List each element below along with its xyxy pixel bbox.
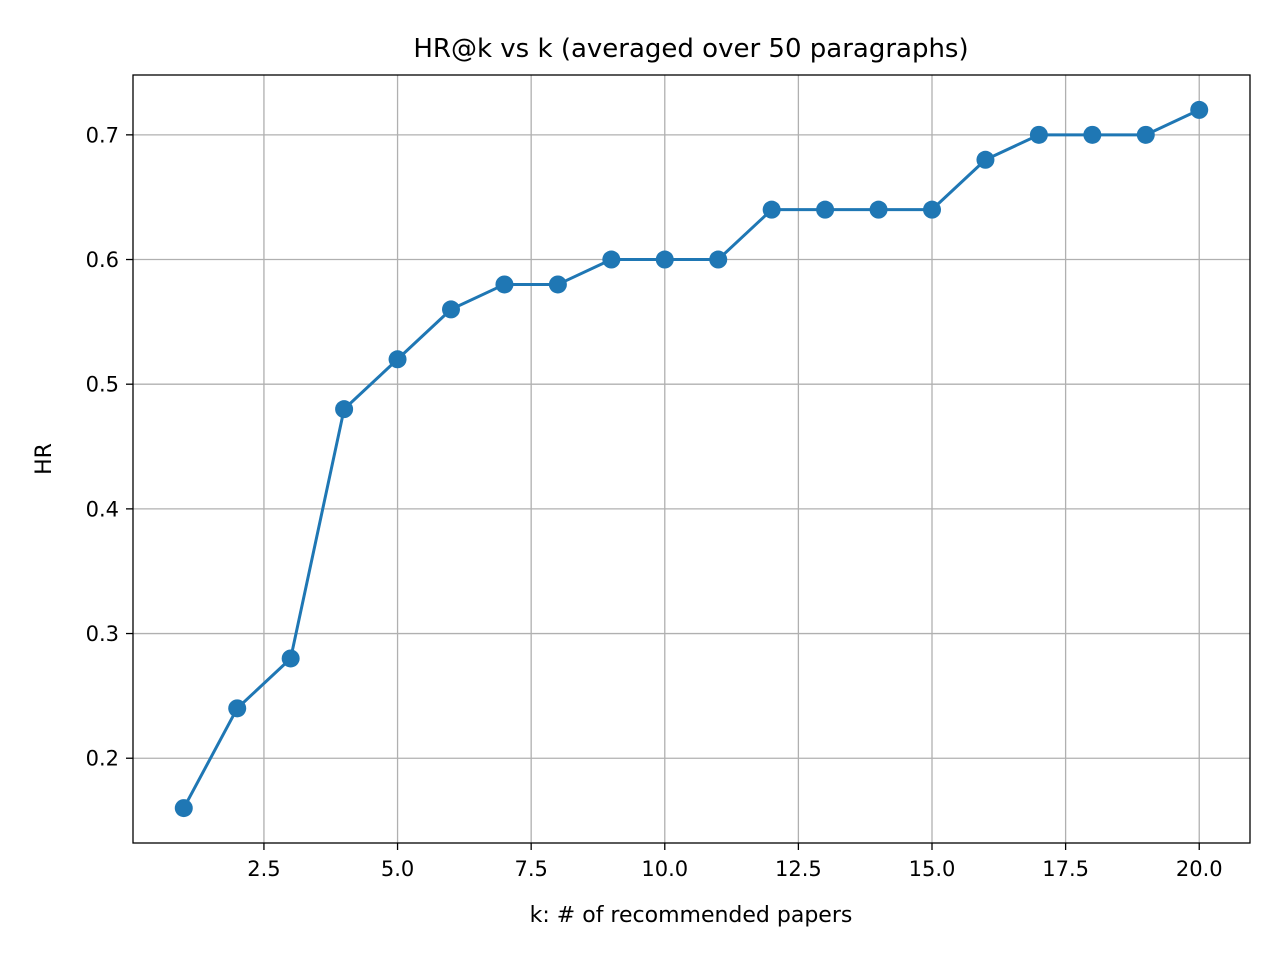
data-point: [602, 250, 621, 269]
y-tick-label: 0.3: [86, 622, 119, 646]
axis-ticks: 2.5 5.0 7.5 10.0 12.5 15.0 17.5 20.0 0.2 0.3 0.4 0.…: [86, 123, 1223, 881]
data-point: [174, 799, 193, 818]
x-tick-label: 17.5: [1042, 857, 1089, 881]
data-point: [869, 200, 888, 219]
y-tick-label: 0.4: [86, 497, 119, 521]
series-line: [181, 107, 1202, 811]
y-tick-label: 0.7: [86, 123, 119, 147]
x-tick-label: 15.0: [909, 857, 956, 881]
data-point: [923, 200, 942, 219]
data-point: [228, 699, 247, 718]
series-hr: [174, 100, 1209, 818]
data-point: [816, 200, 835, 219]
data-point: [655, 250, 674, 269]
y-tick-label: 0.5: [86, 373, 119, 397]
data-point: [441, 300, 460, 319]
data-point: [1136, 125, 1155, 144]
data-point: [976, 150, 995, 169]
x-tick-label: 7.5: [514, 857, 547, 881]
y-tick-label: 0.6: [86, 248, 119, 272]
x-tick-label: 20.0: [1176, 857, 1223, 881]
plot-area-frame: [132, 74, 1251, 844]
data-point: [1190, 100, 1209, 119]
data-point: [709, 250, 728, 269]
x-tick-label: 10.0: [641, 857, 688, 881]
data-point: [762, 200, 781, 219]
y-tick-label: 0.2: [86, 747, 119, 771]
y-axis-label: HR: [32, 443, 57, 475]
data-point: [388, 350, 407, 369]
data-point: [1029, 125, 1048, 144]
x-tick-label: 2.5: [247, 857, 280, 881]
data-point: [548, 275, 567, 294]
data-point: [335, 400, 354, 419]
x-axis-label: k: # of recommended papers: [530, 903, 853, 928]
x-tick-label: 5.0: [381, 857, 414, 881]
data-point: [495, 275, 514, 294]
data-point: [281, 649, 300, 668]
x-tick-label: 12.5: [775, 857, 822, 881]
data-point: [1083, 125, 1102, 144]
chart-title: HR@k vs k (averaged over 50 paragraphs): [413, 34, 968, 64]
